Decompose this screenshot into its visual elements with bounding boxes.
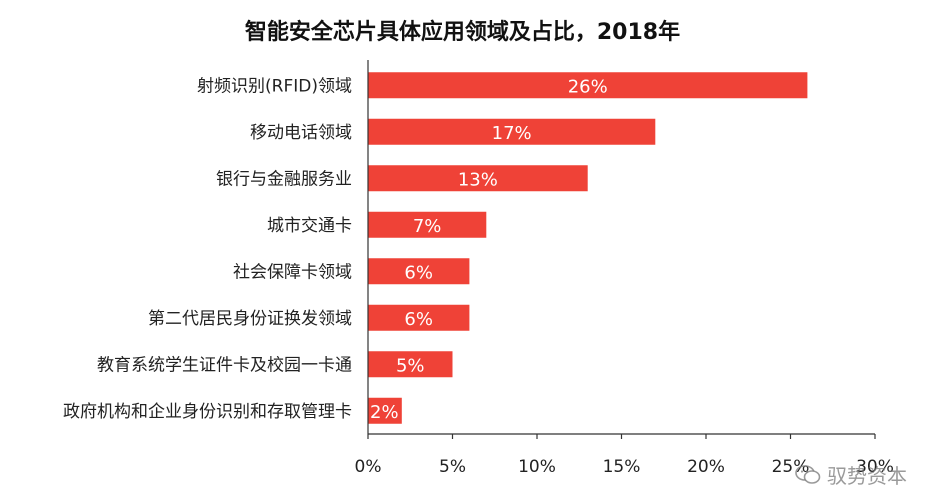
- category-label: 社会保障卡领域: [233, 262, 352, 282]
- category-label: 银行与金融服务业: [216, 169, 352, 189]
- x-tick-label: 25%: [772, 457, 810, 477]
- x-tick-label: 5%: [439, 457, 466, 477]
- chart-title: 智能安全芯片具体应用领域及占比，2018年: [244, 20, 681, 45]
- data-label: 2%: [370, 402, 399, 423]
- bar: [368, 72, 808, 99]
- data-labels: 26% 17% 13% 7% 6% 6% 5% 2%: [370, 76, 608, 423]
- bar: [368, 397, 402, 424]
- x-tick-label: 0%: [355, 457, 382, 477]
- bar: [368, 118, 656, 145]
- bar: [368, 304, 470, 331]
- bar: [368, 165, 588, 192]
- bar: [368, 211, 487, 238]
- data-label: 6%: [404, 309, 433, 330]
- data-label: 5%: [396, 355, 425, 376]
- data-label: 26%: [568, 76, 608, 97]
- category-label: 教育系统学生证件卡及校园一卡通: [97, 355, 352, 375]
- category-label: 城市交通卡: [267, 216, 352, 236]
- x-tick-label: 30%: [856, 457, 894, 477]
- category-label: 第二代居民身份证换发领域: [148, 309, 352, 329]
- wechat-icon: [795, 464, 821, 485]
- data-label: 6%: [404, 262, 433, 283]
- watermark-text: 驭势资本: [827, 464, 907, 488]
- data-label: 13%: [458, 169, 498, 190]
- data-label: 7%: [413, 216, 442, 237]
- watermark: 驭势资本: [795, 460, 907, 489]
- category-labels: 射频识别(RFID)领域移动电话领域银行与金融服务业城市交通卡社会保障卡领域第二…: [63, 76, 352, 422]
- category-label: 射频识别(RFID)领域: [197, 76, 352, 96]
- x-tick-label: 10%: [518, 457, 556, 477]
- category-label: 政府机构和企业身份识别和存取管理卡: [63, 402, 352, 422]
- bars-group: [368, 72, 808, 424]
- category-label: 移动电话领域: [250, 123, 352, 143]
- bar: [368, 258, 470, 285]
- x-axis-ticks: 0% 5% 10% 15% 20% 25% 30%: [355, 434, 894, 477]
- x-tick-label: 15%: [603, 457, 641, 477]
- x-tick-label: 20%: [687, 457, 725, 477]
- bar: [368, 351, 453, 378]
- data-label: 17%: [492, 123, 532, 144]
